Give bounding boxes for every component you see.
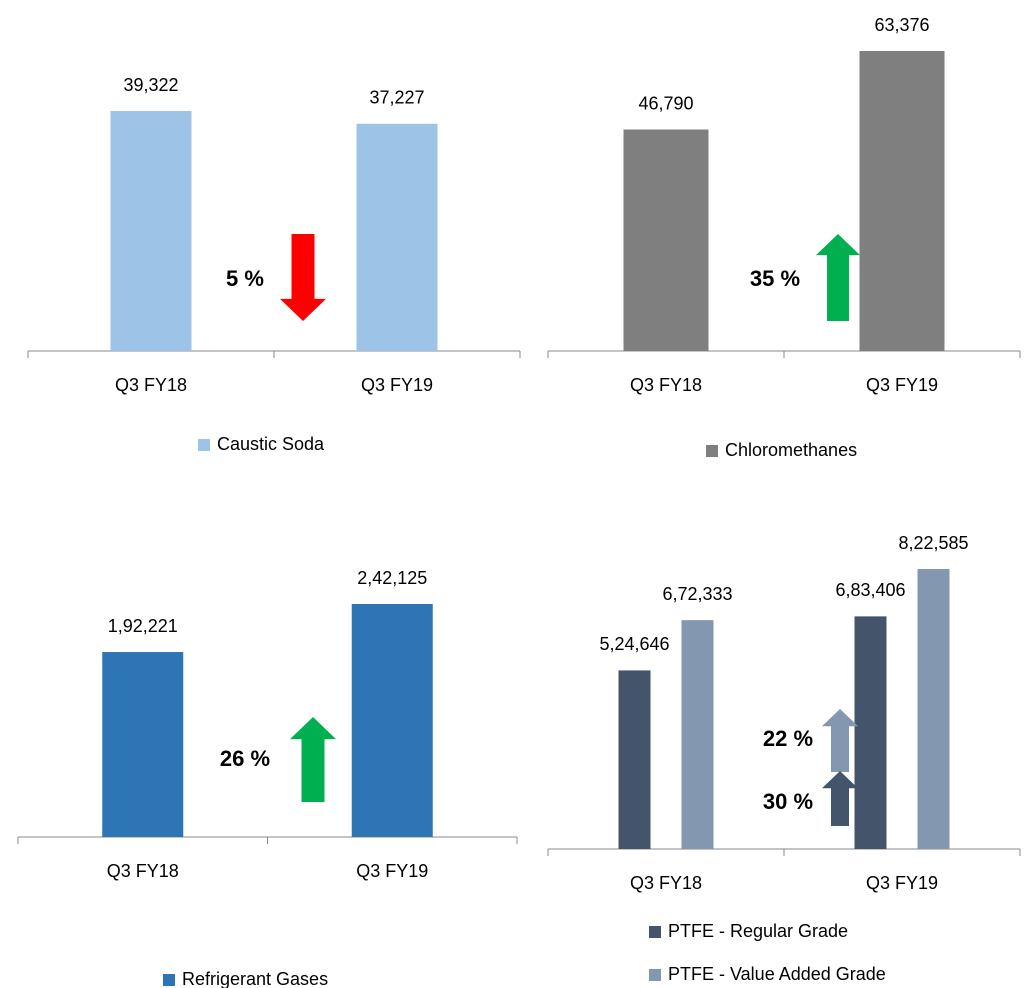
bar (917, 569, 950, 849)
change-label: 5 % (226, 266, 264, 291)
change-arrow (290, 717, 336, 802)
change-label: 22 % (763, 726, 813, 751)
x-tick-label: Q3 FY18 (107, 861, 179, 881)
change-label: 26 % (220, 746, 270, 771)
value-label: 6,72,333 (662, 584, 732, 604)
value-label: 8,22,585 (898, 533, 968, 553)
x-tick-label: Q3 FY19 (866, 375, 938, 395)
legend-swatch (198, 439, 210, 451)
value-label: 39,322 (123, 75, 178, 95)
x-tick-label: Q3 FY19 (356, 861, 428, 881)
legend-label: Caustic Soda (217, 434, 325, 454)
legend-swatch (649, 969, 661, 981)
change-label: 35 % (750, 266, 800, 291)
legend-label: Chloromethanes (725, 440, 857, 460)
legend-swatch (706, 445, 718, 457)
legend-swatch (163, 974, 175, 986)
change-label: 30 % (763, 789, 813, 814)
bar (110, 111, 192, 351)
change-arrow (816, 234, 860, 321)
x-tick-label: Q3 FY19 (361, 375, 433, 395)
x-tick-label: Q3 FY18 (630, 873, 702, 893)
value-label: 46,790 (638, 93, 693, 113)
bar (618, 670, 651, 849)
bar (854, 616, 887, 849)
legend-label: Refrigerant Gases (182, 969, 328, 988)
x-tick-label: Q3 FY18 (630, 375, 702, 395)
change-arrow (822, 709, 858, 772)
bar (356, 123, 438, 351)
x-tick-label: Q3 FY18 (115, 375, 187, 395)
value-label: 5,24,646 (599, 634, 669, 654)
value-label: 63,376 (874, 15, 929, 35)
bar (623, 129, 709, 351)
bar (681, 620, 714, 849)
value-label: 2,42,125 (357, 568, 427, 588)
bar (102, 652, 184, 837)
legend-swatch (649, 926, 661, 938)
change-arrow (280, 234, 326, 321)
value-label: 6,83,406 (835, 580, 905, 600)
legend-label: PTFE - Value Added Grade (668, 964, 886, 984)
bar (351, 604, 433, 837)
x-tick-label: Q3 FY19 (866, 873, 938, 893)
legend-label: PTFE - Regular Grade (668, 921, 848, 941)
bar (859, 51, 945, 351)
change-arrow (822, 771, 858, 826)
value-label: 1,92,221 (108, 616, 178, 636)
value-label: 37,227 (369, 88, 424, 108)
